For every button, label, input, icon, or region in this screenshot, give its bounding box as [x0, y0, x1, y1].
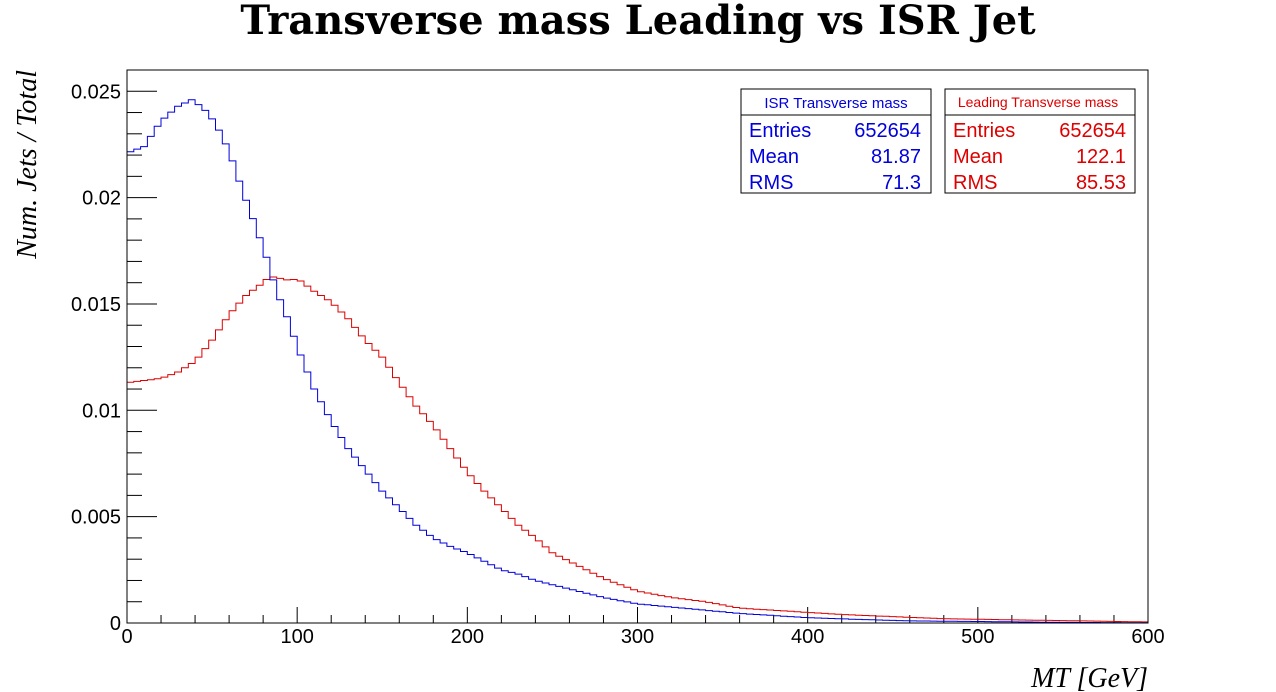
- stats-box-leading: Leading Transverse mass Entries 652654 M…: [944, 88, 1136, 194]
- plot-frame: [126, 69, 1149, 624]
- stats-leading-mean-label: Mean: [953, 146, 1003, 168]
- y-tick-label: 0.025: [71, 81, 121, 103]
- stats-isr-title: ISR Transverse mass: [764, 95, 907, 112]
- x-axis-title: MT [GeV]: [1030, 663, 1148, 692]
- x-tick-label: 300: [621, 626, 654, 648]
- stats-isr-rms-value: 71.3: [882, 172, 921, 194]
- y-tick-label: 0.02: [82, 188, 121, 210]
- stats-box-isr: ISR Transverse mass Entries 652654 Mean …: [740, 88, 932, 194]
- x-tick-label: 600: [1131, 626, 1164, 648]
- stats-leading-title: Leading Transverse mass: [958, 94, 1118, 110]
- y-tick-label: 0.015: [71, 294, 121, 316]
- x-tick-label: 200: [451, 626, 484, 648]
- x-tick-label: 400: [791, 626, 824, 648]
- stats-leading-entries-value: 652654: [1059, 120, 1126, 142]
- stats-isr-entries-label: Entries: [749, 120, 811, 142]
- ticks-layer: 0 100 200 300 400 500 600 0 0.005 0.01 0.015 0.02 0.…: [71, 69, 1165, 648]
- y-axis-title: Num. Jets / Total: [12, 70, 43, 260]
- stats-leading-rms-value: 85.53: [1076, 172, 1126, 194]
- stats-isr-entries-value: 652654: [854, 120, 921, 142]
- stats-box-isr-frame: [740, 88, 932, 194]
- x-tick-label: 500: [961, 626, 994, 648]
- chart-title: Transverse mass Leading vs ISR Jet: [240, 0, 1036, 44]
- series-layer: [127, 99, 1148, 624]
- series-isr-line: [127, 99, 1148, 624]
- stats-leading-mean-value: 122.1: [1076, 146, 1126, 168]
- series-leading-line: [127, 276, 1148, 623]
- stats-leading-entries-label: Entries: [953, 120, 1015, 142]
- stats-isr-mean-value: 81.87: [871, 146, 921, 168]
- x-tick-label: 0: [121, 626, 132, 648]
- stats-isr-mean-label: Mean: [749, 146, 799, 168]
- y-tick-label: 0.005: [71, 507, 121, 529]
- y-tick-label: 0: [110, 613, 121, 635]
- y-tick-label: 0.01: [82, 400, 121, 422]
- stats-isr-rms-label: RMS: [749, 172, 793, 194]
- stats-box-leading-frame: [944, 88, 1136, 194]
- x-tick-label: 100: [280, 626, 313, 648]
- stats-leading-rms-label: RMS: [953, 172, 997, 194]
